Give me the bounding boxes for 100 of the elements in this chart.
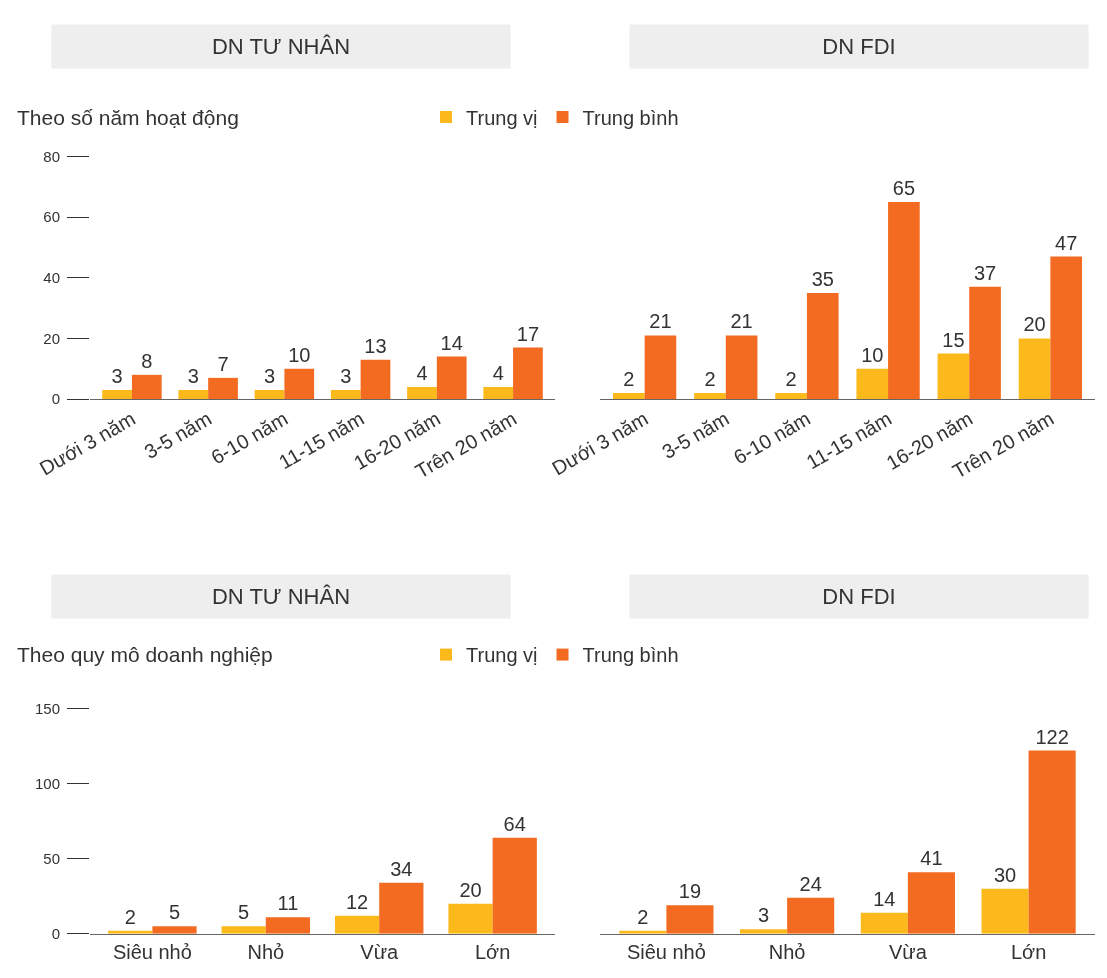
bar [513, 347, 543, 400]
data-label: 35 [811, 267, 834, 290]
bar [360, 359, 391, 400]
y-tick-label: 0 [51, 390, 60, 408]
x-tick-label: Siêu nhỏ [112, 940, 192, 963]
bar [694, 393, 726, 400]
data-label: 19 [678, 880, 702, 903]
chart-title: DN TƯ NHÂN [211, 584, 351, 609]
bar [787, 897, 835, 934]
data-label: 24 [799, 872, 822, 895]
data-label: 20 [1023, 313, 1046, 336]
y-tick-label: 100 [34, 774, 60, 792]
y-tick-label: 20 [43, 329, 60, 347]
chart-subtitle: Theo số năm hoạt động [17, 106, 239, 129]
bar [152, 926, 197, 934]
data-label: 3 [111, 365, 123, 387]
data-label: 37 [973, 261, 997, 284]
chart-title: DN TƯ NHÂN [211, 34, 351, 59]
data-label: 5 [168, 901, 181, 924]
y-tick-label: 60 [43, 208, 60, 226]
bar [131, 374, 162, 400]
bar [1028, 750, 1076, 934]
bar [448, 903, 493, 934]
data-label: 8 [141, 349, 153, 372]
legend-label: Trung bình [582, 644, 679, 667]
x-tick-label: 3-5 năm [658, 407, 733, 463]
bar [178, 390, 209, 400]
bar [221, 926, 266, 934]
data-label: 13 [364, 334, 387, 357]
data-label: 2 [785, 368, 797, 391]
bar [806, 292, 839, 400]
data-label: 21 [649, 310, 672, 333]
data-label: 4 [416, 361, 428, 384]
x-tick-label: Dưới 3 năm [35, 407, 139, 480]
bar [254, 390, 285, 400]
data-label: 11 [277, 892, 299, 915]
bar [265, 917, 311, 934]
data-label: 3 [263, 365, 276, 387]
data-label: 4 [492, 361, 504, 384]
data-label: 30 [993, 863, 1017, 886]
data-label: 64 [503, 812, 526, 835]
x-tick-label: Vừa [888, 940, 928, 963]
bar [102, 390, 132, 400]
y-tick-label: 50 [43, 849, 60, 867]
data-label: 2 [623, 368, 635, 391]
bar [334, 915, 380, 934]
data-label: 10 [288, 343, 311, 366]
data-label: 17 [516, 322, 540, 345]
bar [208, 377, 238, 400]
data-label: 14 [873, 887, 896, 910]
data-label: 2 [637, 905, 649, 928]
bar [907, 872, 955, 934]
bar [379, 882, 424, 934]
bar [888, 201, 920, 400]
y-tick-label: 0 [51, 924, 60, 942]
legend-label: Trung bình [582, 106, 679, 129]
data-label: 15 [942, 328, 965, 351]
y-tick-label: 40 [43, 268, 60, 286]
bar [666, 905, 714, 934]
bar [644, 335, 677, 400]
data-label: 7 [217, 352, 229, 375]
bar [407, 386, 437, 400]
data-label: 3 [758, 904, 770, 927]
data-label: 10 [861, 343, 884, 366]
bar [330, 390, 361, 400]
bar [937, 353, 970, 400]
x-tick-label: Nhỏ [247, 940, 285, 963]
y-tick-label: 80 [43, 147, 60, 165]
x-tick-label: Nhỏ [768, 940, 806, 963]
data-label: 20 [459, 878, 482, 901]
data-label: 3 [187, 365, 199, 387]
data-label: 122 [1035, 725, 1069, 748]
bar [856, 368, 889, 400]
data-label: 2 [704, 368, 716, 391]
data-label: 34 [390, 857, 413, 880]
bar [1018, 338, 1051, 400]
chart-subtitle: Theo quy mô doanh nghiệp [17, 643, 273, 666]
x-tick-label: Dưới 3 năm [548, 407, 652, 480]
bar [860, 912, 908, 934]
data-label: 21 [730, 310, 753, 333]
chart-title: DN FDI [822, 34, 896, 59]
bar [612, 393, 645, 400]
data-label: 14 [440, 331, 463, 354]
x-tick-label: Lớn [474, 940, 511, 963]
bar [284, 368, 315, 400]
data-label: 47 [1055, 231, 1078, 254]
x-tick-label: Vừa [360, 940, 400, 963]
y-tick-label: 150 [34, 699, 60, 717]
bar [981, 888, 1029, 934]
legend-label: Trung vị [466, 644, 538, 667]
bar [725, 335, 758, 400]
bar [483, 386, 514, 400]
data-label: 3 [340, 365, 352, 387]
data-label: 2 [124, 905, 136, 928]
x-tick-label: Siêu nhỏ [626, 940, 706, 963]
bar [492, 837, 537, 934]
chart-title: DN FDI [822, 584, 896, 609]
data-label: 12 [345, 890, 369, 913]
bar [436, 356, 467, 400]
data-label: 65 [892, 176, 916, 199]
